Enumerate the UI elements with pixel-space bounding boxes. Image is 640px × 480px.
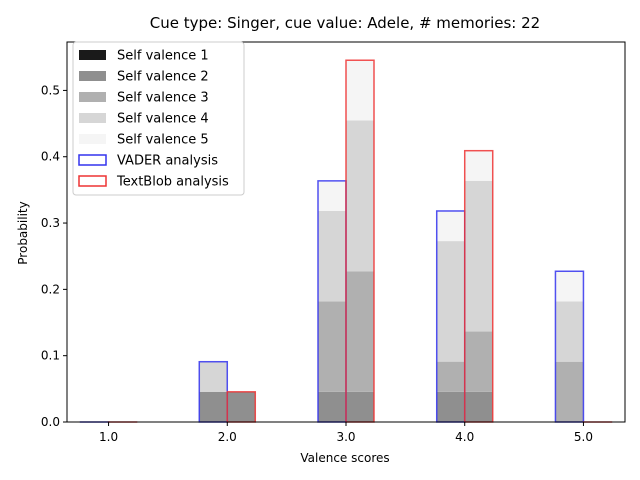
bars-layer <box>199 60 584 422</box>
legend-label-7: TextBlob analysis <box>116 175 229 190</box>
bar-textblob-self-valence-2-2 <box>227 391 256 422</box>
legend-swatch-7 <box>78 175 107 187</box>
bar-textblob-self-valence-2-4 <box>464 391 493 422</box>
legend-frame <box>72 41 245 196</box>
x-axis-label: Valence scores <box>300 451 389 465</box>
legend-swatch-5 <box>79 134 106 144</box>
bar-vader-self-valence-2-4 <box>436 391 465 422</box>
bar-vader-self-valence-2-2 <box>199 391 228 422</box>
bar-textblob-self-valence-4-4 <box>464 180 493 332</box>
bar-vader-self-valence-5-4 <box>436 210 465 242</box>
y-tick-label-2: 0.1 <box>41 349 60 363</box>
bar-vader-self-valence-4-4 <box>436 241 465 362</box>
y-tick-label-6: 0.5 <box>41 83 60 97</box>
bar-vader-self-valence-2-3 <box>318 391 346 422</box>
axes-layer: 1.0 2.0 3.0 4.0 5.0 0.0 0.1 0.2 0.3 0.4 0.5 <box>41 41 626 444</box>
legend-label-1: Self valence 1 <box>117 49 209 64</box>
bar-vader-self-valence-3-4 <box>436 361 465 392</box>
legend-swatch-1 <box>79 50 106 60</box>
legend-entries: Self valence 1 Self valence 2 Self valence… <box>78 49 229 190</box>
bar-textblob-self-valence-3-4 <box>464 331 493 392</box>
bar-vader-self-valence-5-5 <box>555 271 584 302</box>
bar-vader-self-valence-4-2 <box>199 361 228 392</box>
y-axis-label: Probability <box>16 201 30 264</box>
legend-swatch-3 <box>79 92 106 102</box>
bar-textblob-self-valence-5-3 <box>346 60 374 121</box>
bar-vader-self-valence-3-3 <box>318 301 346 392</box>
legend-swatch-2 <box>79 71 106 81</box>
bar-textblob-self-valence-3-3 <box>346 271 374 392</box>
y-tick-label-3: 0.2 <box>41 282 60 296</box>
bar-vader-self-valence-5-3 <box>318 180 346 211</box>
bar-textblob-self-valence-5-4 <box>464 150 493 181</box>
legend-label-3: Self valence 3 <box>117 91 209 106</box>
bar-vader-self-valence-4-5 <box>555 301 584 362</box>
legend-label-5: Self valence 5 <box>117 133 209 148</box>
bar-vader-self-valence-4-3 <box>318 210 346 302</box>
x-tick-label-1: 1.0 <box>99 430 118 444</box>
legend: Self valence 1 Self valence 2 Self valence… <box>72 41 245 196</box>
y-tick-label-5: 0.4 <box>41 150 60 164</box>
y-tick-label-4: 0.3 <box>41 216 60 230</box>
x-tick-label-4: 4.0 <box>455 430 474 444</box>
bar-vader-self-valence-3-5 <box>555 361 584 422</box>
legend-label-6: VADER analysis <box>117 154 218 169</box>
legend-swatch-6 <box>78 154 107 166</box>
x-tick-label-5: 5.0 <box>574 430 593 444</box>
x-tick-label-2: 2.0 <box>218 430 237 444</box>
bar-textblob-self-valence-2-3 <box>346 391 374 422</box>
x-tick-label-3: 3.0 <box>336 430 355 444</box>
chart-title: Cue type: Singer, cue value: Adele, # me… <box>150 14 540 32</box>
bar-textblob-self-valence-4-3 <box>346 120 374 272</box>
legend-label-4: Self valence 4 <box>117 112 209 127</box>
y-tick-label-1: 0.0 <box>41 415 60 429</box>
legend-swatch-4 <box>79 113 106 123</box>
legend-label-2: Self valence 2 <box>117 70 209 85</box>
